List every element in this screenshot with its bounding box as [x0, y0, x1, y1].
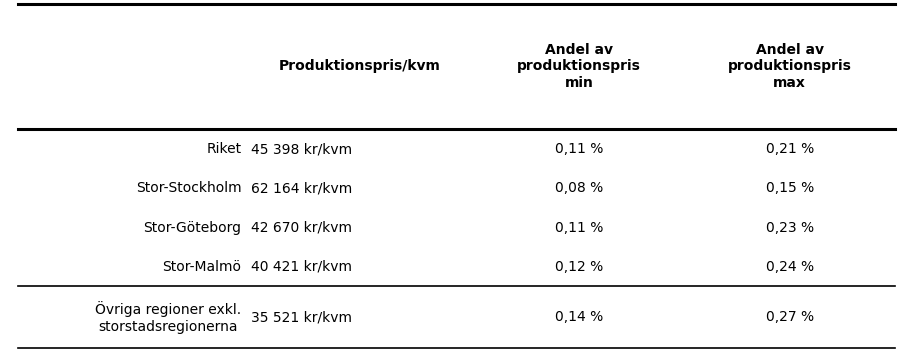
Text: 0,11 %: 0,11 %	[554, 142, 603, 156]
Text: Riket: Riket	[206, 142, 241, 156]
Text: 0,24 %: 0,24 %	[765, 260, 813, 274]
Text: Andel av
produktionspris
min: Andel av produktionspris min	[517, 43, 640, 90]
Text: 0,14 %: 0,14 %	[554, 310, 602, 325]
Text: Stor-Malmö: Stor-Malmö	[163, 260, 241, 274]
Text: 0,11 %: 0,11 %	[554, 221, 603, 234]
Text: Produktionspris/kvm: Produktionspris/kvm	[279, 59, 441, 74]
Text: 45 398 kr/kvm: 45 398 kr/kvm	[250, 142, 351, 156]
Text: Stor-Göteborg: Stor-Göteborg	[144, 221, 241, 234]
Text: 0,21 %: 0,21 %	[765, 142, 813, 156]
Text: 0,08 %: 0,08 %	[554, 181, 602, 195]
Text: 40 421 kr/kvm: 40 421 kr/kvm	[250, 260, 351, 274]
Text: 0,23 %: 0,23 %	[765, 221, 813, 234]
Text: 42 670 kr/kvm: 42 670 kr/kvm	[250, 221, 351, 234]
Text: Andel av
produktionspris
max: Andel av produktionspris max	[727, 43, 851, 90]
Text: 0,12 %: 0,12 %	[554, 260, 602, 274]
Text: Stor-Stockholm: Stor-Stockholm	[135, 181, 241, 195]
Text: Övriga regioner exkl.
storstadsregionerna: Övriga regioner exkl. storstadsregionern…	[96, 301, 241, 333]
Text: 62 164 kr/kvm: 62 164 kr/kvm	[250, 181, 351, 195]
Text: 0,27 %: 0,27 %	[765, 310, 813, 325]
Text: 35 521 kr/kvm: 35 521 kr/kvm	[250, 310, 351, 325]
Text: 0,15 %: 0,15 %	[765, 181, 813, 195]
